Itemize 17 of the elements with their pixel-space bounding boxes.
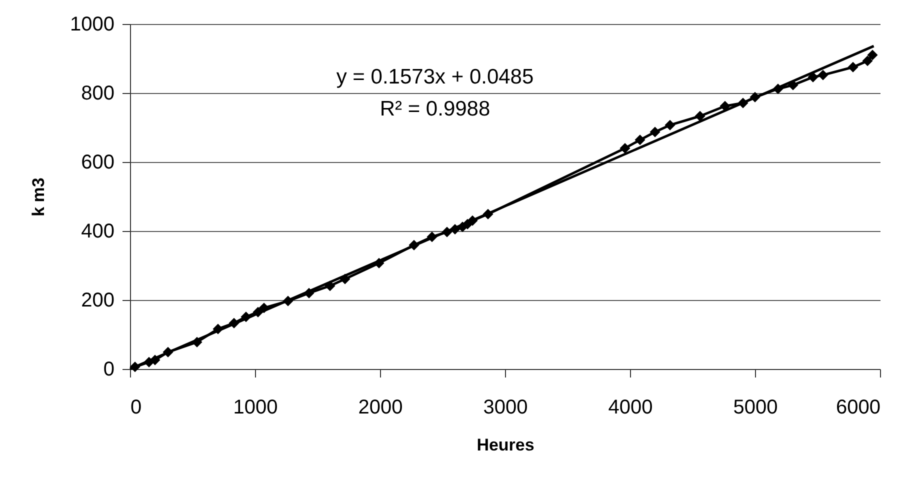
- x-tick-label: 1000: [233, 396, 278, 418]
- annotation: y = 0.1573x + 0.0485: [336, 65, 534, 88]
- x-tick-label: 4000: [608, 396, 653, 418]
- x-tick-label: 2000: [358, 396, 403, 418]
- x-tick-label: 0: [130, 396, 142, 418]
- x-tick-label: 3000: [483, 396, 528, 418]
- y-tick-label: 0: [103, 358, 114, 380]
- y-axis-title: k m3: [29, 178, 48, 216]
- annotation: R² = 0.9988: [380, 97, 490, 120]
- y-tick-label: 800: [81, 82, 114, 104]
- x-axis-title: Heures: [476, 436, 534, 454]
- x-tick-label: 5000: [733, 396, 778, 418]
- y-tick-label: 1000: [70, 14, 114, 36]
- y-tick-label: 600: [81, 152, 114, 174]
- x-tick-label: 6000: [836, 396, 880, 418]
- y-tick-label: 200: [81, 290, 114, 312]
- y-tick-label: 400: [81, 220, 114, 242]
